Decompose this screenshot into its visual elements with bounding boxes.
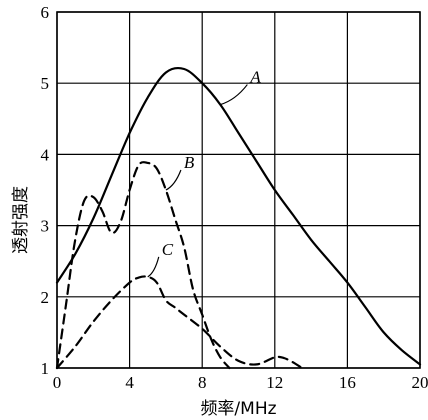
grid-lines bbox=[56, 11, 421, 369]
x-tick-label: 0 bbox=[53, 373, 62, 392]
x-tick-label: 12 bbox=[266, 373, 283, 392]
series-label-c: C bbox=[162, 240, 174, 259]
y-tick-label: 4 bbox=[41, 145, 50, 164]
y-tick-label: 1 bbox=[41, 359, 50, 378]
y-tick-label: 3 bbox=[41, 217, 50, 236]
series-label-leader bbox=[165, 169, 182, 191]
x-tick-label: 4 bbox=[125, 373, 134, 392]
y-tick-label: 6 bbox=[41, 3, 50, 22]
series-labels: A B C bbox=[147, 68, 261, 278]
y-tick-label: 2 bbox=[41, 288, 50, 307]
series-label-a: A bbox=[249, 68, 261, 87]
plot-frame bbox=[56, 11, 421, 369]
series-line-a bbox=[55, 66, 422, 366]
series-curves bbox=[55, 66, 422, 370]
x-axis-label: 频率/MHz bbox=[200, 399, 276, 419]
x-tick-label: 20 bbox=[412, 373, 428, 392]
series-label-b: B bbox=[184, 153, 195, 172]
series-line-b bbox=[55, 161, 231, 370]
series-label-leader bbox=[147, 256, 160, 278]
series-line-c bbox=[55, 275, 304, 370]
x-tick-label: 16 bbox=[339, 373, 356, 392]
y-axis-label: 透射强度 bbox=[11, 186, 31, 254]
y-tick-label: 5 bbox=[41, 74, 50, 93]
x-tick-label: 8 bbox=[198, 373, 207, 392]
series-label-leader bbox=[220, 84, 248, 106]
